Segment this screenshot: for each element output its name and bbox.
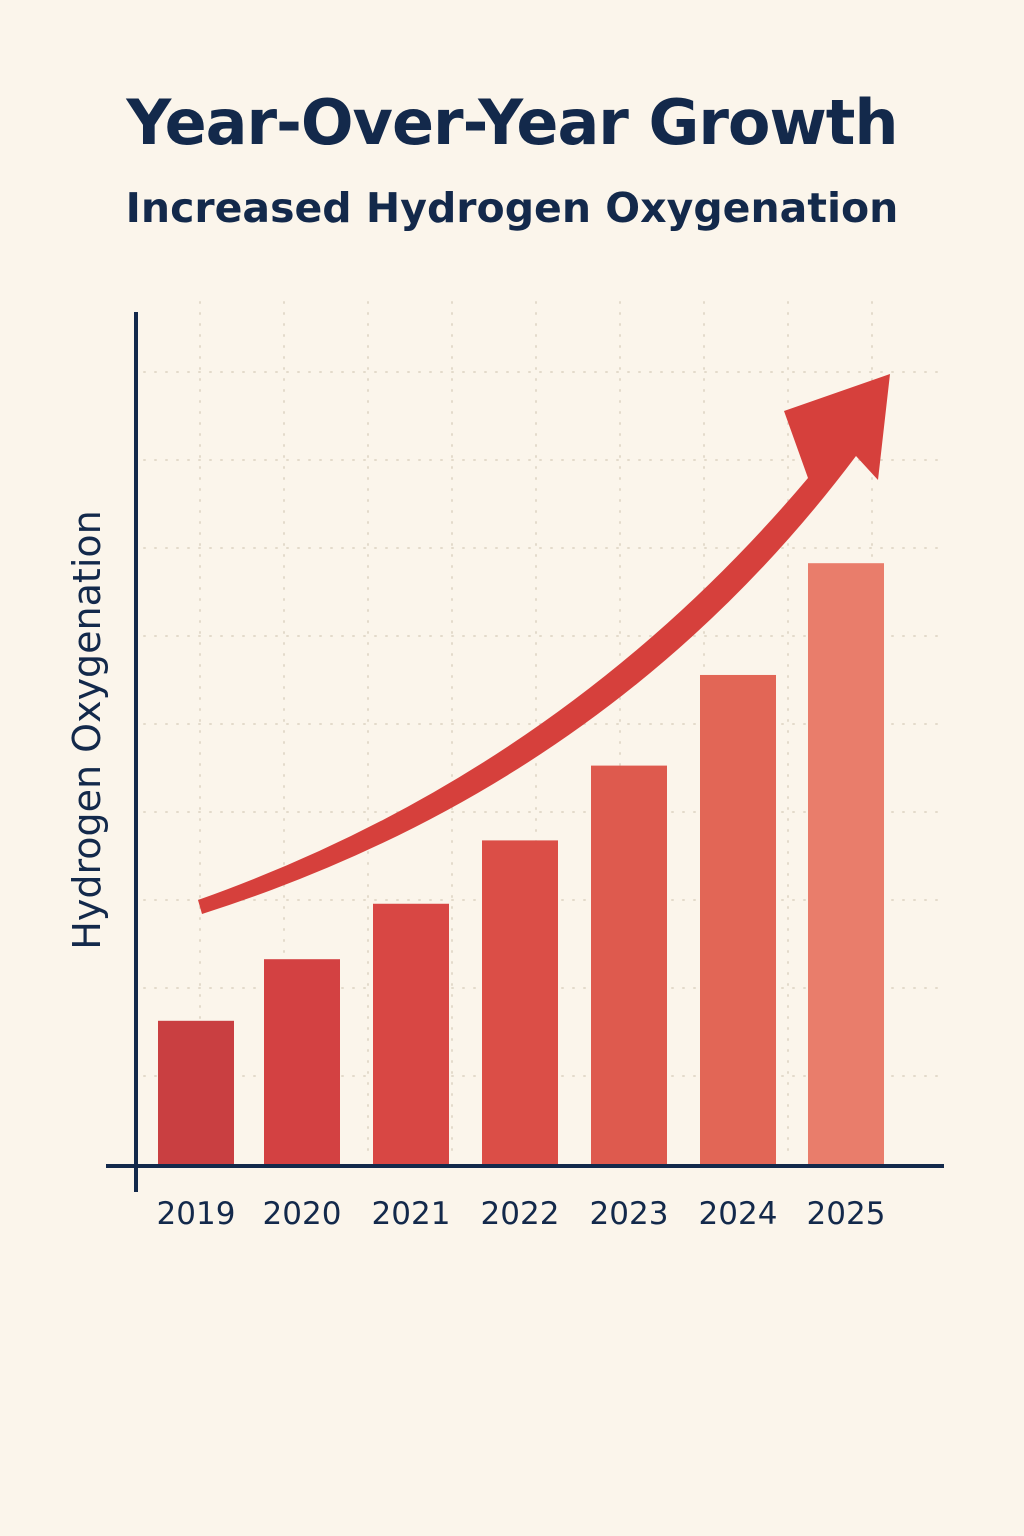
x-tick-label-2025: 2025	[807, 1196, 886, 1232]
x-tick-label-2020: 2020	[263, 1196, 342, 1232]
bar-2019	[158, 1020, 234, 1166]
bar-2020	[264, 959, 340, 1166]
bar-2024	[700, 674, 776, 1166]
bar-2022	[482, 840, 558, 1166]
bar-2021	[373, 903, 449, 1166]
y-axis-label: Hydrogen Oxygenation	[65, 510, 109, 949]
chart-subtitle: Increased Hydrogen Oxygenation	[125, 184, 899, 232]
trend-arrow-icon	[198, 374, 890, 914]
chart-title: Year-Over-Year Growth	[126, 86, 898, 159]
x-tick-label-2024: 2024	[699, 1196, 778, 1232]
x-tick-label-2019: 2019	[157, 1196, 236, 1232]
x-tick-label-2021: 2021	[372, 1196, 451, 1232]
x-tick-label-2023: 2023	[590, 1196, 669, 1232]
bar-2023	[591, 765, 667, 1166]
bars	[158, 563, 884, 1166]
x-tick-labels: 2019 2020 2021 2022 2023 2024 2025	[157, 1196, 886, 1232]
bar-2025	[808, 563, 884, 1166]
x-tick-label-2022: 2022	[481, 1196, 560, 1232]
